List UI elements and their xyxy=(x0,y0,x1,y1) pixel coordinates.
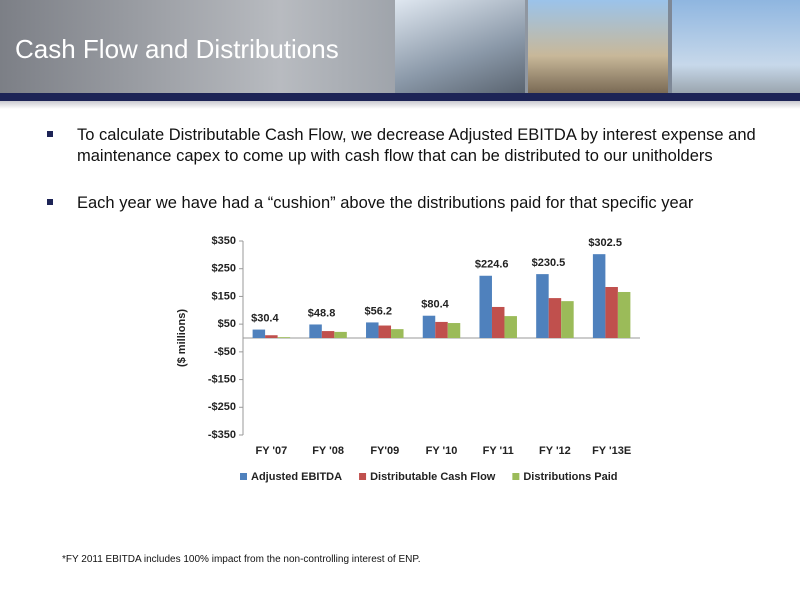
y-tick-label: $50 xyxy=(218,318,236,330)
bullet-marker xyxy=(47,199,53,205)
value-label: $302.5 xyxy=(588,237,622,249)
photo xyxy=(672,0,800,93)
x-tick-label: FY '11 xyxy=(483,445,514,457)
x-tick-label: FY '07 xyxy=(255,445,287,457)
header-rule xyxy=(0,93,800,101)
bar xyxy=(334,331,347,338)
photo xyxy=(395,0,525,93)
bar xyxy=(504,316,517,338)
photo xyxy=(528,0,668,93)
legend-swatch xyxy=(240,473,247,480)
legend-swatch xyxy=(512,473,520,480)
bar xyxy=(309,324,322,338)
y-tick-label: $250 xyxy=(212,263,236,275)
footnote: *FY 2011 EBITDA includes 100% impact fro… xyxy=(62,554,421,565)
bar xyxy=(265,335,278,338)
value-label: $230.5 xyxy=(532,257,566,269)
value-label: $224.6 xyxy=(475,259,509,271)
bullet-marker xyxy=(47,131,53,137)
value-label: $30.4 xyxy=(251,312,279,324)
y-tick-label: -$250 xyxy=(208,401,236,413)
bar xyxy=(435,321,448,338)
bar xyxy=(491,306,505,338)
legend-label: Adjusted EBITDA xyxy=(251,471,342,483)
legend-swatch xyxy=(359,473,367,480)
bar xyxy=(366,322,379,338)
bar xyxy=(605,287,618,338)
x-tick-label: FY '13E xyxy=(592,445,631,457)
x-tick-label: FY'09 xyxy=(370,445,399,457)
x-tick-label: FY '10 xyxy=(426,445,458,457)
y-tick-label: -$350 xyxy=(208,429,236,441)
bar xyxy=(422,315,436,338)
bar xyxy=(561,301,574,338)
bullet-text: Each year we have had a “cushion” above … xyxy=(77,194,694,212)
bar xyxy=(447,323,461,338)
x-tick-label: FY '08 xyxy=(312,445,344,457)
legend-label: Distributions Paid xyxy=(523,471,617,483)
y-tick-label: $150 xyxy=(212,290,236,302)
bar xyxy=(592,254,606,338)
y-tick-label: $350 xyxy=(212,235,236,247)
x-tick-label: FY '12 xyxy=(539,445,571,457)
value-label: $80.4 xyxy=(421,299,449,311)
value-label: $48.8 xyxy=(308,307,336,319)
bar xyxy=(536,274,549,338)
y-axis-title: ($ millions) xyxy=(176,309,188,367)
bar xyxy=(617,291,631,338)
bullet-text: To calculate Distributable Cash Flow, we… xyxy=(77,126,756,165)
bar xyxy=(321,331,335,338)
bar xyxy=(391,329,404,338)
bar xyxy=(252,329,266,338)
y-tick-label: -$50 xyxy=(214,346,236,358)
bar xyxy=(378,325,392,338)
y-tick-label: -$150 xyxy=(208,373,236,385)
slide-title: Cash Flow and Distributions xyxy=(15,34,339,64)
bar xyxy=(548,298,562,338)
legend-label: Distributable Cash Flow xyxy=(370,471,496,483)
bar xyxy=(479,275,492,338)
header-shadow xyxy=(0,101,800,109)
value-label: $56.2 xyxy=(365,305,393,317)
bar xyxy=(277,337,291,338)
